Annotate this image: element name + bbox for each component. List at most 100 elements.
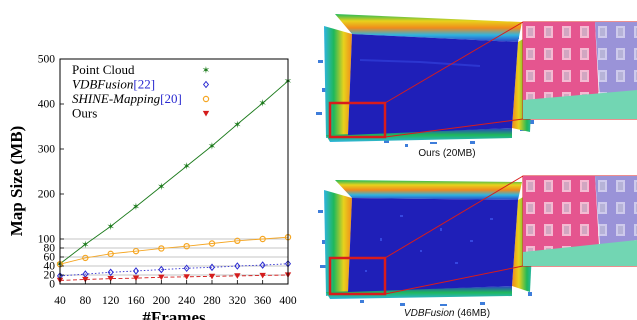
y-tick-label: 500	[38, 54, 56, 66]
floor-texture	[359, 59, 481, 67]
y-tick-label: 80	[44, 243, 56, 255]
data-point	[107, 250, 114, 258]
highlight-box	[328, 256, 387, 296]
y-tick-label: 200	[38, 189, 56, 201]
legend-marker	[202, 95, 210, 103]
data-point: ✶	[157, 182, 165, 193]
south-wall	[326, 286, 512, 299]
north-wall	[335, 14, 522, 42]
data-point	[259, 235, 266, 243]
x-axis-label: #Frames	[142, 308, 206, 320]
x-tick-label: 200	[153, 295, 171, 307]
data-point: ✶	[81, 240, 89, 251]
data-point	[107, 268, 114, 277]
data-point	[259, 272, 266, 279]
data-point	[208, 263, 216, 272]
data-point	[82, 276, 89, 283]
y-tick-label: 40	[44, 261, 56, 273]
floor-noise	[365, 215, 493, 272]
data-point	[183, 242, 190, 250]
data-point	[208, 273, 216, 280]
x-tick-label: 80	[80, 295, 92, 307]
data-point: ✶	[106, 222, 114, 233]
x-tick-label: 240	[178, 295, 196, 307]
data-point	[132, 267, 140, 275]
plot-frame	[59, 58, 289, 285]
x-tick-label: 160	[127, 295, 145, 307]
zoom-line-upper	[384, 175, 524, 259]
x-tick-label: 280	[203, 295, 221, 307]
series-diamond	[56, 259, 292, 280]
ours-reconstruction-render: Ours (20MB)	[316, 14, 637, 159]
data-point: ✶	[258, 99, 266, 110]
legend-label: Point Cloud	[72, 62, 135, 77]
y-tick-label: 400	[38, 99, 56, 111]
series-line	[59, 263, 289, 277]
legend-label-part: SHINE-Mapping	[72, 91, 161, 106]
floor	[348, 34, 518, 135]
x-tick-label: 360	[254, 295, 272, 307]
y-tick-label: 60	[44, 252, 56, 264]
zoom-line-lower	[384, 265, 524, 295]
legend-label-part: Ours	[72, 106, 97, 121]
series-layer: ✶✶✶✶✶✶✶✶✶✶	[56, 77, 292, 284]
data-point	[234, 273, 241, 279]
y-tick-label: 100	[38, 234, 56, 246]
grid-lines	[60, 238, 288, 276]
highlight-box	[328, 101, 387, 139]
west-wall	[324, 190, 352, 296]
x-tick-label: 120	[102, 295, 120, 307]
vdbfusion-caption-name: VDBFusion	[404, 308, 455, 319]
data-point	[158, 245, 165, 252]
data-point	[107, 276, 114, 282]
data-point	[183, 274, 190, 280]
north-wall	[335, 180, 522, 200]
zoom-line-lower	[384, 118, 524, 138]
data-point	[132, 247, 140, 255]
data-point	[158, 265, 165, 274]
zoom-inset	[522, 175, 637, 267]
y-tick-label: 0	[49, 279, 55, 291]
vdbfusion-caption: VDBFusion (46MB)	[404, 308, 490, 319]
legend-label-part: [22]	[133, 77, 155, 92]
data-point: ✶	[233, 120, 241, 131]
x-tick-label: 320	[229, 295, 247, 307]
floor	[348, 198, 518, 292]
data-point: ✶	[182, 162, 190, 173]
data-point	[183, 264, 190, 273]
legend-label: SHINE-Mapping[20]	[72, 91, 182, 106]
legend-marker: ✶	[202, 66, 210, 77]
legend-label: VDBFusion[22]	[72, 77, 155, 92]
ours-caption: Ours (20MB)	[418, 148, 475, 159]
data-point	[234, 262, 241, 270]
y-tick-label: 20	[44, 270, 56, 282]
x-tick-label: 40	[54, 295, 66, 307]
vdbfusion-reconstruction-render: VDBFusion (46MB)	[318, 175, 637, 319]
y-axis-label: Map Size (MB)	[7, 126, 26, 236]
vdbfusion-caption-size: (46MB)	[455, 308, 491, 319]
legend-marker	[202, 110, 210, 117]
west-wall	[324, 26, 352, 138]
legend: Point Cloud ✶ VDBFusion[22]SHINE-Mapping[2…	[72, 62, 210, 121]
x-tick-label: 400	[279, 295, 297, 307]
zoom-inset	[522, 21, 637, 120]
legend-marker	[202, 80, 210, 89]
zoom-line-upper	[384, 21, 524, 104]
data-point: ✶	[132, 202, 140, 213]
legend-label: Ours	[72, 106, 97, 121]
data-point	[259, 261, 266, 269]
series-line	[59, 236, 289, 265]
series-line	[59, 80, 289, 265]
y-tick-label: 300	[38, 144, 56, 156]
south-wall	[326, 128, 512, 142]
data-point	[82, 254, 89, 262]
legend-label-part: [20]	[160, 91, 182, 106]
data-point: ✶	[208, 141, 216, 152]
legend-label-part: VDBFusion	[72, 77, 133, 92]
data-point	[158, 274, 165, 281]
data-point	[234, 237, 241, 244]
legend-label-part: Point Cloud	[72, 62, 135, 77]
